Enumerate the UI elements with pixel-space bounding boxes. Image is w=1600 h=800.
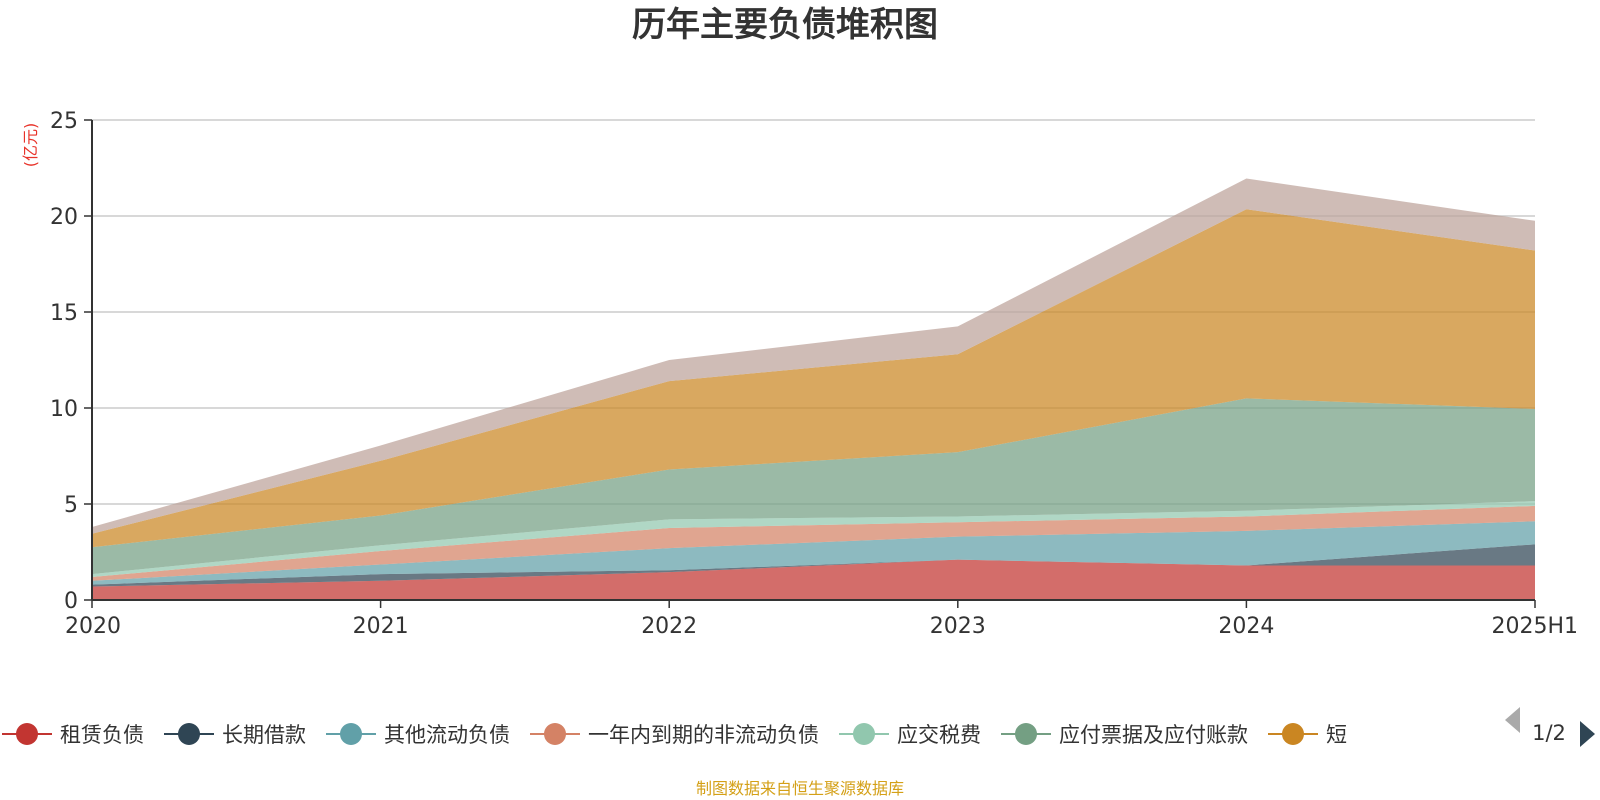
legend-prev-icon[interactable] — [1505, 707, 1520, 733]
legend-marker — [16, 723, 38, 745]
legend-item[interactable]: 应交税费 — [839, 723, 981, 747]
y-tick-label: 25 — [50, 109, 78, 134]
legend-label: 租赁负债 — [60, 723, 144, 747]
x-tick-label: 2024 — [1218, 614, 1274, 639]
series-area — [92, 544, 1535, 587]
legend-marker — [853, 723, 875, 745]
axes: 0 5 10 15 20 25 2020 2021 2022 2023 2024 2025H1 — [50, 109, 1578, 639]
series-area — [92, 178, 1535, 534]
legend-item[interactable]: 短 — [1268, 723, 1347, 747]
legend-label: 其他流动负债 — [384, 723, 510, 747]
legend-marker — [178, 723, 200, 745]
x-tick-label: 2025H1 — [1491, 614, 1578, 639]
legend-pager: 1/2 — [1505, 707, 1595, 747]
x-tick-label: 2023 — [930, 614, 986, 639]
series-area — [92, 559, 1535, 600]
legend-label: 长期借款 — [222, 723, 306, 747]
legend-marker — [544, 723, 566, 745]
series-area — [92, 521, 1535, 585]
y-axis-unit: (亿元) — [21, 123, 40, 168]
legend-item[interactable]: 一年内到期的非流动负债 — [530, 723, 819, 747]
legend-page-indicator: 1/2 — [1532, 721, 1566, 745]
series-area — [92, 398, 1535, 575]
legend-item[interactable]: 其他流动负债 — [326, 723, 510, 747]
legend-next-icon[interactable] — [1580, 721, 1595, 747]
x-tick-label: 2020 — [65, 614, 121, 639]
legend-label: 一年内到期的非流动负债 — [588, 723, 819, 747]
legend-marker — [340, 723, 362, 745]
legend-label: 应付票据及应付账款 — [1059, 723, 1248, 747]
legend-label: 应交税费 — [897, 723, 981, 747]
legend-item[interactable]: 应付票据及应付账款 — [1001, 723, 1248, 747]
legend: 租赁负债 长期借款 其他流动负债 一年内到期的非流动负债 应交税费 应付票据及应付账款 短 — [2, 723, 1347, 747]
y-tick-label: 10 — [50, 397, 78, 422]
y-tick-label: 5 — [64, 493, 78, 518]
legend-item[interactable]: 长期借款 — [164, 723, 306, 747]
x-tick-label: 2021 — [353, 614, 409, 639]
series-area — [92, 501, 1535, 577]
y-tick-label: 15 — [50, 301, 78, 326]
data-source-note: 制图数据来自恒生聚源数据库 — [696, 779, 904, 798]
series-area — [92, 209, 1535, 548]
legend-item[interactable]: 租赁负债 — [2, 723, 144, 747]
y-tick-label: 20 — [50, 205, 78, 230]
x-tick-label: 2022 — [641, 614, 697, 639]
series-areas — [92, 178, 1535, 600]
y-tick-label: 0 — [64, 589, 78, 614]
legend-marker — [1015, 723, 1037, 745]
chart-title: 历年主要负债堆积图 — [632, 5, 938, 45]
legend-label: 短 — [1326, 723, 1347, 747]
legend-marker — [1282, 723, 1304, 745]
series-area — [92, 505, 1535, 581]
